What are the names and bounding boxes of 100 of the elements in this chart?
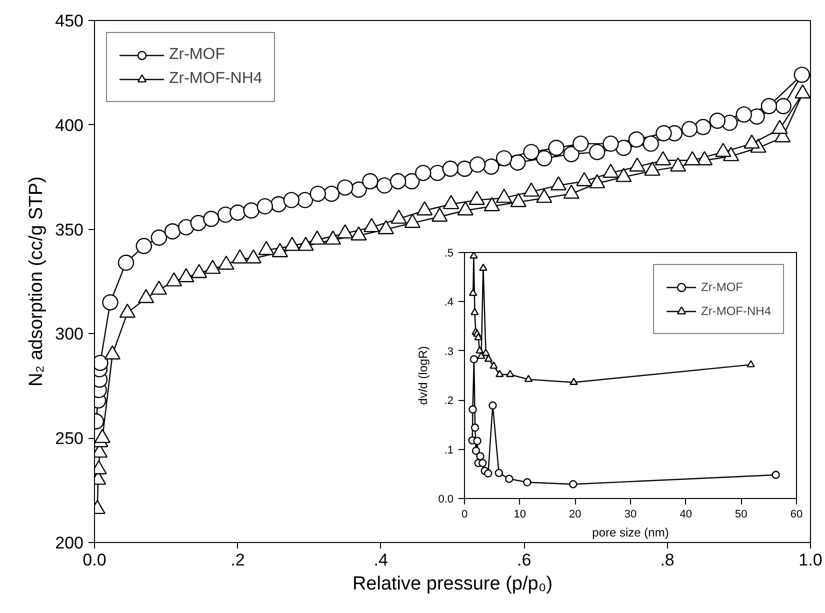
y-tick-label: 400	[55, 116, 84, 135]
point	[772, 470, 780, 479]
point	[190, 214, 206, 232]
point	[323, 186, 340, 202]
point	[488, 401, 497, 410]
y-tick-label: .4	[444, 296, 454, 309]
x-tick-label: 60	[790, 508, 803, 520]
point	[203, 210, 220, 227]
y-tick-label: .2	[444, 395, 454, 408]
point	[748, 108, 765, 125]
point	[484, 354, 493, 362]
point	[245, 249, 262, 264]
point	[94, 428, 110, 444]
point	[376, 177, 393, 194]
point	[469, 156, 486, 173]
point	[362, 173, 378, 190]
point	[484, 469, 492, 478]
point	[432, 208, 448, 222]
point	[572, 136, 589, 152]
point	[775, 98, 792, 114]
x-tick-label: 1.0	[798, 550, 822, 570]
point	[138, 288, 154, 304]
point	[479, 264, 488, 271]
point	[272, 243, 288, 258]
point	[178, 268, 194, 282]
x-tick-label: 40	[680, 508, 692, 520]
point	[569, 480, 578, 488]
point	[298, 236, 314, 251]
point	[390, 210, 407, 224]
point	[524, 374, 533, 382]
point	[510, 154, 526, 171]
point	[204, 260, 221, 274]
point	[178, 219, 194, 236]
y-tick-label: 450	[55, 12, 84, 30]
legend-label: Zr-MOF-NH4	[169, 70, 262, 88]
y-tick-label: .1	[444, 444, 454, 456]
point	[218, 256, 234, 270]
legend-label: Zr-MOF-NH4	[701, 304, 771, 318]
point	[470, 252, 478, 259]
point	[563, 146, 580, 162]
x-tick-label: .4	[374, 550, 388, 570]
y-tick-label: 250	[55, 429, 84, 448]
point	[589, 144, 606, 160]
x-tick-label: 0.0	[82, 550, 106, 570]
point	[416, 201, 433, 216]
point	[119, 304, 136, 318]
x-tick-label: 50	[735, 508, 748, 520]
point	[136, 238, 152, 254]
point	[506, 370, 514, 378]
point	[150, 280, 168, 295]
point	[378, 220, 394, 234]
point	[760, 98, 778, 114]
point	[243, 202, 260, 219]
legend-label: Zr-MOF	[169, 46, 225, 64]
point	[478, 458, 487, 468]
point	[256, 198, 274, 214]
point	[736, 106, 752, 123]
point	[490, 362, 498, 369]
point	[709, 112, 726, 129]
y-axis-title: N₂ adsorption (cc/g STP)	[26, 176, 48, 387]
point	[476, 452, 484, 460]
point	[118, 254, 134, 271]
y-tick-label: .5	[444, 248, 454, 260]
point	[324, 230, 342, 245]
point	[337, 224, 354, 238]
point	[470, 308, 479, 316]
point	[190, 264, 208, 278]
point	[404, 214, 421, 228]
point	[284, 236, 300, 251]
point	[563, 184, 580, 199]
x-tick-label: .6	[517, 550, 532, 570]
point	[350, 226, 367, 240]
point	[164, 223, 181, 240]
point	[496, 150, 512, 166]
point	[570, 378, 578, 386]
point	[232, 249, 248, 264]
point	[628, 131, 645, 148]
point	[477, 352, 486, 359]
point	[496, 370, 504, 378]
point	[258, 240, 274, 256]
x-axis-title: Relative pressure (p/p₀)	[352, 574, 553, 594]
point	[310, 186, 326, 202]
point	[468, 405, 477, 414]
point	[442, 160, 458, 177]
point	[483, 158, 500, 175]
point	[337, 179, 354, 196]
y-tick-label: 350	[55, 220, 84, 240]
point	[523, 144, 540, 160]
point	[442, 194, 460, 210]
point	[484, 197, 500, 212]
point	[576, 172, 592, 186]
point	[616, 140, 632, 156]
y-axis-title: dv/d (logR)	[416, 346, 430, 405]
point	[166, 272, 182, 286]
point	[494, 468, 504, 478]
point	[746, 360, 755, 368]
point	[150, 230, 168, 246]
x-tick-label: 10	[514, 508, 526, 520]
point	[102, 294, 118, 310]
legend-label: Zr-MOF	[701, 280, 743, 294]
